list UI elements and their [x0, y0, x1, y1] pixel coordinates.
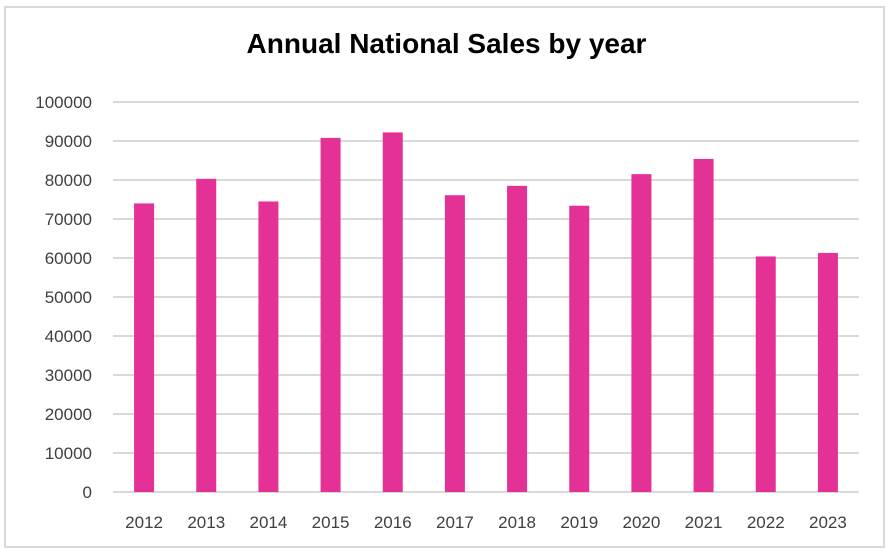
y-tick-label: 100000 — [35, 93, 92, 112]
bar-2018 — [507, 185, 528, 492]
x-tick-label: 2022 — [747, 513, 785, 532]
y-tick-label: 50000 — [45, 288, 92, 307]
x-tick-label: 2014 — [250, 513, 288, 532]
x-tick-label: 2021 — [685, 513, 723, 532]
x-axis-ticks: 2012 2013 2014 2015 2016 2017 2018 2019 2020 2021… — [125, 513, 847, 532]
y-tick-label: 20000 — [45, 405, 92, 424]
y-axis-ticks: 0 10000 20000 30000 40000 50000 60000 70000 8000… — [35, 93, 92, 502]
y-tick-label: 40000 — [45, 327, 92, 346]
bar-2022 — [755, 256, 776, 492]
x-tick-label: 2012 — [125, 513, 163, 532]
x-tick-label: 2018 — [498, 513, 536, 532]
x-tick-label: 2019 — [560, 513, 598, 532]
x-tick-label: 2017 — [436, 513, 474, 532]
y-tick-label: 70000 — [45, 210, 92, 229]
y-tick-label: 0 — [83, 483, 92, 502]
bar-2017 — [444, 195, 465, 492]
bar-2013 — [196, 178, 217, 492]
bar-2019 — [569, 205, 590, 493]
bars — [134, 132, 838, 493]
y-tick-label: 30000 — [45, 366, 92, 385]
bar-2021 — [693, 158, 714, 492]
x-tick-label: 2016 — [374, 513, 412, 532]
y-tick-label: 10000 — [45, 444, 92, 463]
bar-2023 — [817, 252, 838, 492]
bar-2016 — [382, 132, 403, 493]
bar-2020 — [631, 174, 652, 492]
x-tick-label: 2020 — [623, 513, 661, 532]
gridlines — [113, 101, 859, 493]
y-tick-label: 90000 — [45, 132, 92, 151]
y-tick-label: 60000 — [45, 249, 92, 268]
bar-2012 — [134, 203, 155, 492]
bar-2014 — [258, 201, 279, 492]
chart-title: Annual National Sales by year — [246, 28, 647, 59]
x-tick-label: 2013 — [187, 513, 225, 532]
x-tick-label: 2015 — [312, 513, 350, 532]
x-tick-label: 2023 — [809, 513, 847, 532]
y-tick-label: 80000 — [45, 171, 92, 190]
bar-2015 — [320, 137, 341, 492]
